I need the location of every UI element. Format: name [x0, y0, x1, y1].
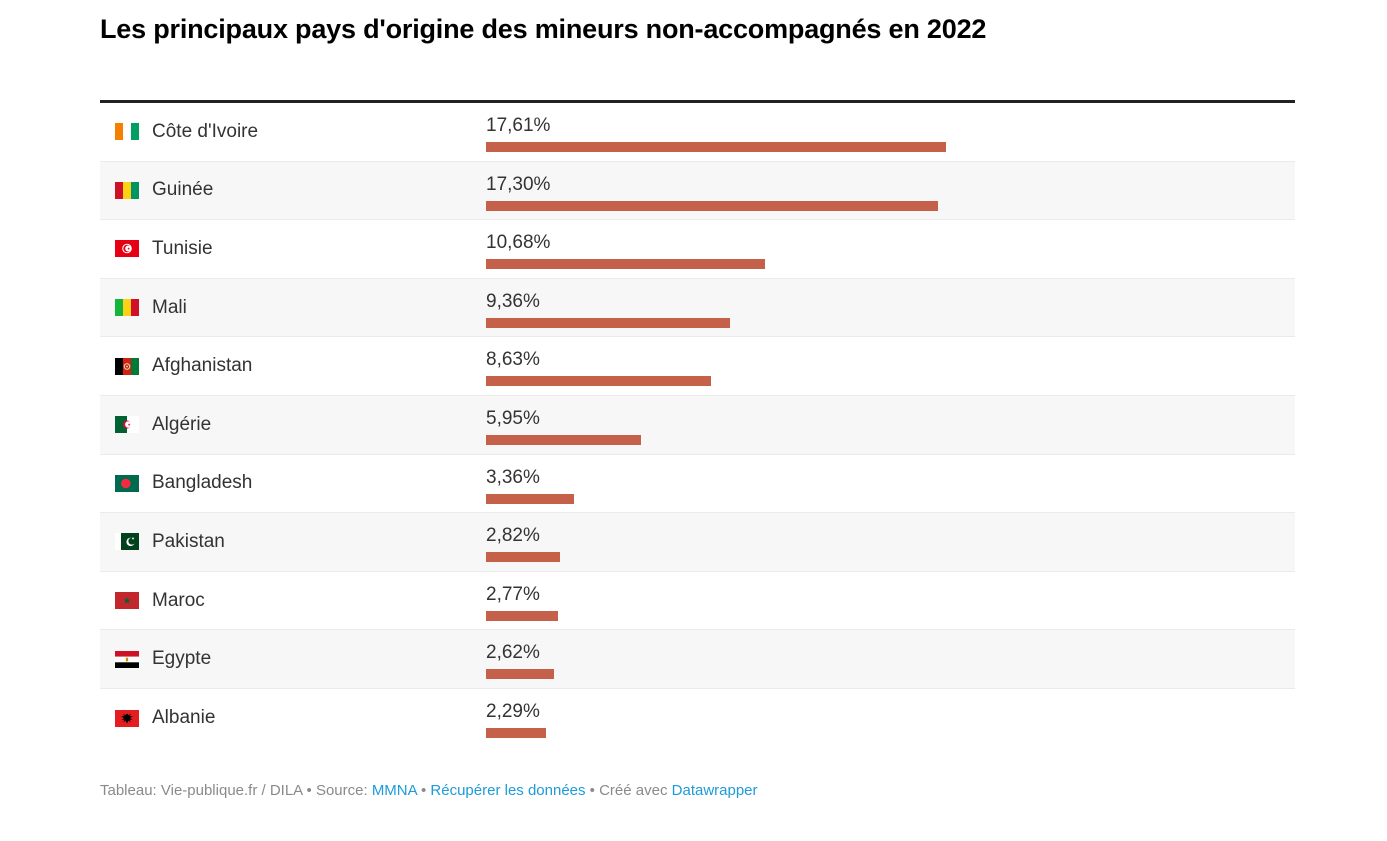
bar: [486, 434, 642, 445]
table-row: Maroc 2,77%: [100, 571, 1295, 631]
flag-albanie-icon: [115, 709, 139, 727]
bar: [486, 200, 938, 211]
table-row: Egypte 2,62%: [100, 630, 1295, 689]
country-label: Guinée: [152, 179, 214, 201]
source-link[interactable]: MMNA: [371, 781, 417, 799]
bar-track: [486, 552, 946, 563]
bar-cell: 17,61%: [486, 103, 1295, 161]
country-label: Bangladesh: [152, 472, 253, 494]
page-title: Les principaux pays d'origine des mineur…: [100, 14, 987, 44]
table-row: Côte d'Ivoire 17,61%: [100, 103, 1295, 162]
country-label: Egypte: [152, 648, 212, 670]
bar: [486, 727, 546, 738]
bar-cell: 2,29%: [486, 689, 1295, 748]
chart-container: Les principaux pays d'origine des mineur…: [100, 14, 1295, 801]
bar-cell: 2,77%: [486, 572, 1295, 630]
bar-track: [486, 142, 946, 152]
value-label: 2,77%: [486, 583, 540, 605]
country-label: Côte d'Ivoire: [152, 120, 259, 142]
bar: [486, 669, 555, 680]
bar-cell: 8,63%: [486, 337, 1295, 395]
footer-credit-prefix: Tableau: Vie-publique.fr / DILA • Source…: [100, 781, 372, 799]
value-label: 3,36%: [486, 466, 540, 488]
country-label: Tunisie: [152, 237, 213, 259]
bar-track: [486, 259, 946, 270]
country-label: Afghanistan: [152, 355, 253, 377]
bar-cell: 10,68%: [486, 220, 1295, 278]
country-cell: Pakistan: [100, 513, 486, 571]
bar: [486, 610, 559, 621]
table-row: Guinée 17,30%: [100, 161, 1295, 221]
country-cell: Algérie: [100, 396, 486, 454]
flag-maroc-icon: [115, 592, 139, 610]
bar-cell: 2,82%: [486, 513, 1295, 571]
bar-track: [486, 610, 946, 621]
value-label: 8,63%: [486, 349, 540, 371]
country-cell: Bangladesh: [100, 455, 486, 513]
table-row: Bangladesh 3,36%: [100, 454, 1295, 514]
flag-cote-divoire-icon: [115, 123, 139, 141]
footer-separator: •: [416, 781, 431, 799]
value-label: 10,68%: [486, 232, 551, 254]
flag-egypte-icon: [115, 650, 139, 668]
bar-track: [486, 434, 946, 445]
bar: [486, 142, 946, 152]
country-cell: Egypte: [100, 630, 486, 688]
value-label: 9,36%: [486, 290, 540, 312]
footer-created-with: • Créé avec: [585, 781, 672, 799]
country-label: Albanie: [152, 707, 216, 729]
value-label: 2,82%: [486, 525, 540, 547]
bar-track: [486, 493, 946, 504]
country-cell: Mali: [100, 279, 486, 337]
table-row: Tunisie 10,68%: [100, 220, 1295, 279]
flag-mali-icon: [115, 299, 139, 317]
value-label: 5,95%: [486, 407, 540, 429]
bar-track: [486, 317, 946, 328]
flag-afghanistan-icon: [115, 357, 139, 375]
country-cell: Maroc: [100, 572, 486, 630]
bar: [486, 259, 765, 270]
country-cell: Albanie: [100, 689, 486, 748]
bar: [486, 493, 574, 504]
bar-track: [486, 727, 946, 738]
value-label: 17,30%: [486, 173, 551, 195]
country-cell: Côte d'Ivoire: [100, 103, 486, 161]
flag-guinee-icon: [115, 181, 139, 199]
flag-pakistan-icon: [115, 533, 139, 551]
country-label: Algérie: [152, 413, 212, 435]
get-data-link[interactable]: Récupérer les données: [430, 781, 586, 799]
bar-track: [486, 376, 946, 387]
flag-tunisie-icon: [115, 240, 139, 258]
table-row: Algérie 5,95%: [100, 395, 1295, 455]
value-label: 2,62%: [486, 642, 540, 664]
bar: [486, 317, 731, 328]
bar-track: [486, 200, 946, 211]
bar-cell: 2,62%: [486, 630, 1295, 688]
country-label: Mali: [152, 296, 187, 318]
country-cell: Guinée: [100, 162, 486, 220]
country-cell: Afghanistan: [100, 337, 486, 395]
bar-cell: 5,95%: [486, 396, 1295, 454]
bar: [486, 376, 712, 387]
flag-algerie-icon: [115, 416, 139, 434]
table-row: Pakistan 2,82%: [100, 513, 1295, 572]
footer-credits: Tableau: Vie-publique.fr / DILA • Source…: [100, 781, 1295, 801]
flag-bangladesh-icon: [115, 474, 139, 492]
bar: [486, 552, 560, 563]
bar-cell: 17,30%: [486, 162, 1295, 220]
bar-track: [486, 669, 946, 680]
bar-cell: 9,36%: [486, 279, 1295, 337]
bar-table: Côte d'Ivoire 17,61% Guinée 17,30% Tunis…: [100, 100, 1295, 748]
value-label: 2,29%: [486, 700, 540, 722]
datawrapper-link[interactable]: Datawrapper: [671, 781, 758, 799]
table-row: Albanie 2,29%: [100, 688, 1295, 748]
table-row: Afghanistan 8,63%: [100, 337, 1295, 396]
table-row: Mali 9,36%: [100, 278, 1295, 338]
country-label: Maroc: [152, 589, 205, 611]
country-cell: Tunisie: [100, 220, 486, 278]
value-label: 17,61%: [486, 115, 551, 136]
bar-cell: 3,36%: [486, 455, 1295, 513]
country-label: Pakistan: [152, 530, 225, 552]
